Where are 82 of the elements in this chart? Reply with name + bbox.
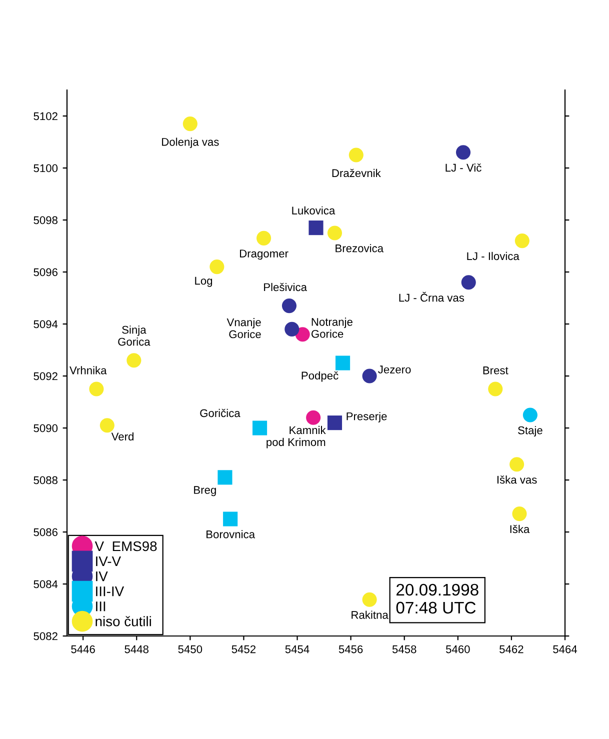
y-tick-label: 5102 (34, 112, 58, 120)
y-tick-label: 5092 (34, 372, 58, 380)
annotation: Jezero (378, 366, 411, 374)
x-tick-label: 5450 (178, 645, 202, 654)
point (295, 327, 310, 342)
annotation: Staje (518, 426, 542, 436)
annotation: Log (195, 276, 212, 287)
point (89, 382, 104, 396)
annotation: LJ - Črna vas (399, 292, 464, 302)
x-tick-label: 5464 (553, 645, 578, 654)
annotation: Plešivica (264, 282, 307, 292)
y-tick-label: 5082 (34, 632, 58, 640)
x-tick-label: 5452 (232, 645, 256, 654)
point (335, 356, 350, 370)
point (327, 416, 342, 430)
annotation: Notranje Gorice (312, 318, 352, 338)
legend-label: IV-V (96, 556, 121, 566)
y-tick-label: 5096 (34, 268, 58, 276)
annotation: Brest (483, 366, 508, 374)
point (218, 470, 232, 485)
x-tick-label: 5454 (285, 645, 310, 654)
annotation: 20.09.1998 07:48 UTC (396, 584, 478, 614)
y-tick-label: 5100 (34, 164, 58, 172)
point (348, 148, 364, 162)
x-tick-label: 5460 (446, 645, 470, 654)
point (456, 145, 471, 160)
legend-label: niso čutili (96, 616, 151, 626)
point (252, 420, 268, 436)
y-tick-label: 5086 (34, 528, 58, 536)
x-tick-label: 5458 (392, 645, 416, 654)
point (223, 512, 238, 526)
point (306, 410, 321, 425)
point (362, 368, 377, 384)
point (210, 260, 224, 274)
annotation: Podpeč (302, 371, 338, 382)
legend-label: V EMS98 (94, 541, 157, 552)
annotation: Verd (111, 432, 134, 441)
point (182, 116, 198, 132)
annotation: Dragomer (240, 250, 288, 260)
annotation: Kamnik pod Krimom (266, 426, 326, 448)
y-tick-label: 5090 (34, 424, 58, 432)
y-tick-label: 5088 (34, 476, 58, 484)
annotation: Borovnica (206, 530, 256, 538)
point (461, 275, 476, 290)
point (256, 230, 272, 246)
y-tick-label: 5084 (34, 580, 58, 588)
legend-label: III-IV (96, 586, 124, 596)
annotation: Vrhnika (70, 366, 107, 374)
x-tick-label: 5446 (71, 645, 95, 654)
x-tick-label: 5448 (124, 645, 148, 654)
point (327, 226, 342, 240)
point (284, 322, 300, 336)
annotation: Brezovica (336, 244, 384, 252)
point (514, 234, 530, 248)
annotation: Dolenja vas (162, 138, 219, 148)
point (308, 220, 324, 236)
y-tick-label: 5094 (34, 320, 58, 328)
annotation: Lukovica (292, 206, 336, 214)
annotation: LJ - Vič (446, 163, 482, 172)
point (512, 506, 527, 522)
annotation: Breg (194, 486, 216, 496)
legend-label: III (96, 602, 106, 612)
point (126, 353, 142, 368)
annotation: Preserje (346, 412, 387, 422)
annotation: Draževnik (332, 168, 381, 178)
y-tick-label: 5098 (34, 216, 58, 224)
annotation: Iška (510, 524, 530, 534)
annotation: Sinja Gorica (118, 326, 150, 346)
point (282, 298, 297, 314)
point (100, 418, 114, 433)
point (488, 382, 503, 396)
point (362, 592, 377, 607)
annotation: LJ - Ilovica (467, 252, 520, 260)
annotation: Rakitna (352, 610, 388, 619)
x-tick-label: 5462 (500, 645, 524, 654)
point (522, 408, 538, 422)
x-tick-label: 5456 (338, 645, 363, 654)
annotation: Iška vas (497, 475, 537, 484)
annotation: Goričica (200, 408, 240, 418)
legend-label: IV (96, 572, 108, 582)
annotation: Vnanje Gorice (226, 318, 261, 338)
point (510, 457, 524, 472)
